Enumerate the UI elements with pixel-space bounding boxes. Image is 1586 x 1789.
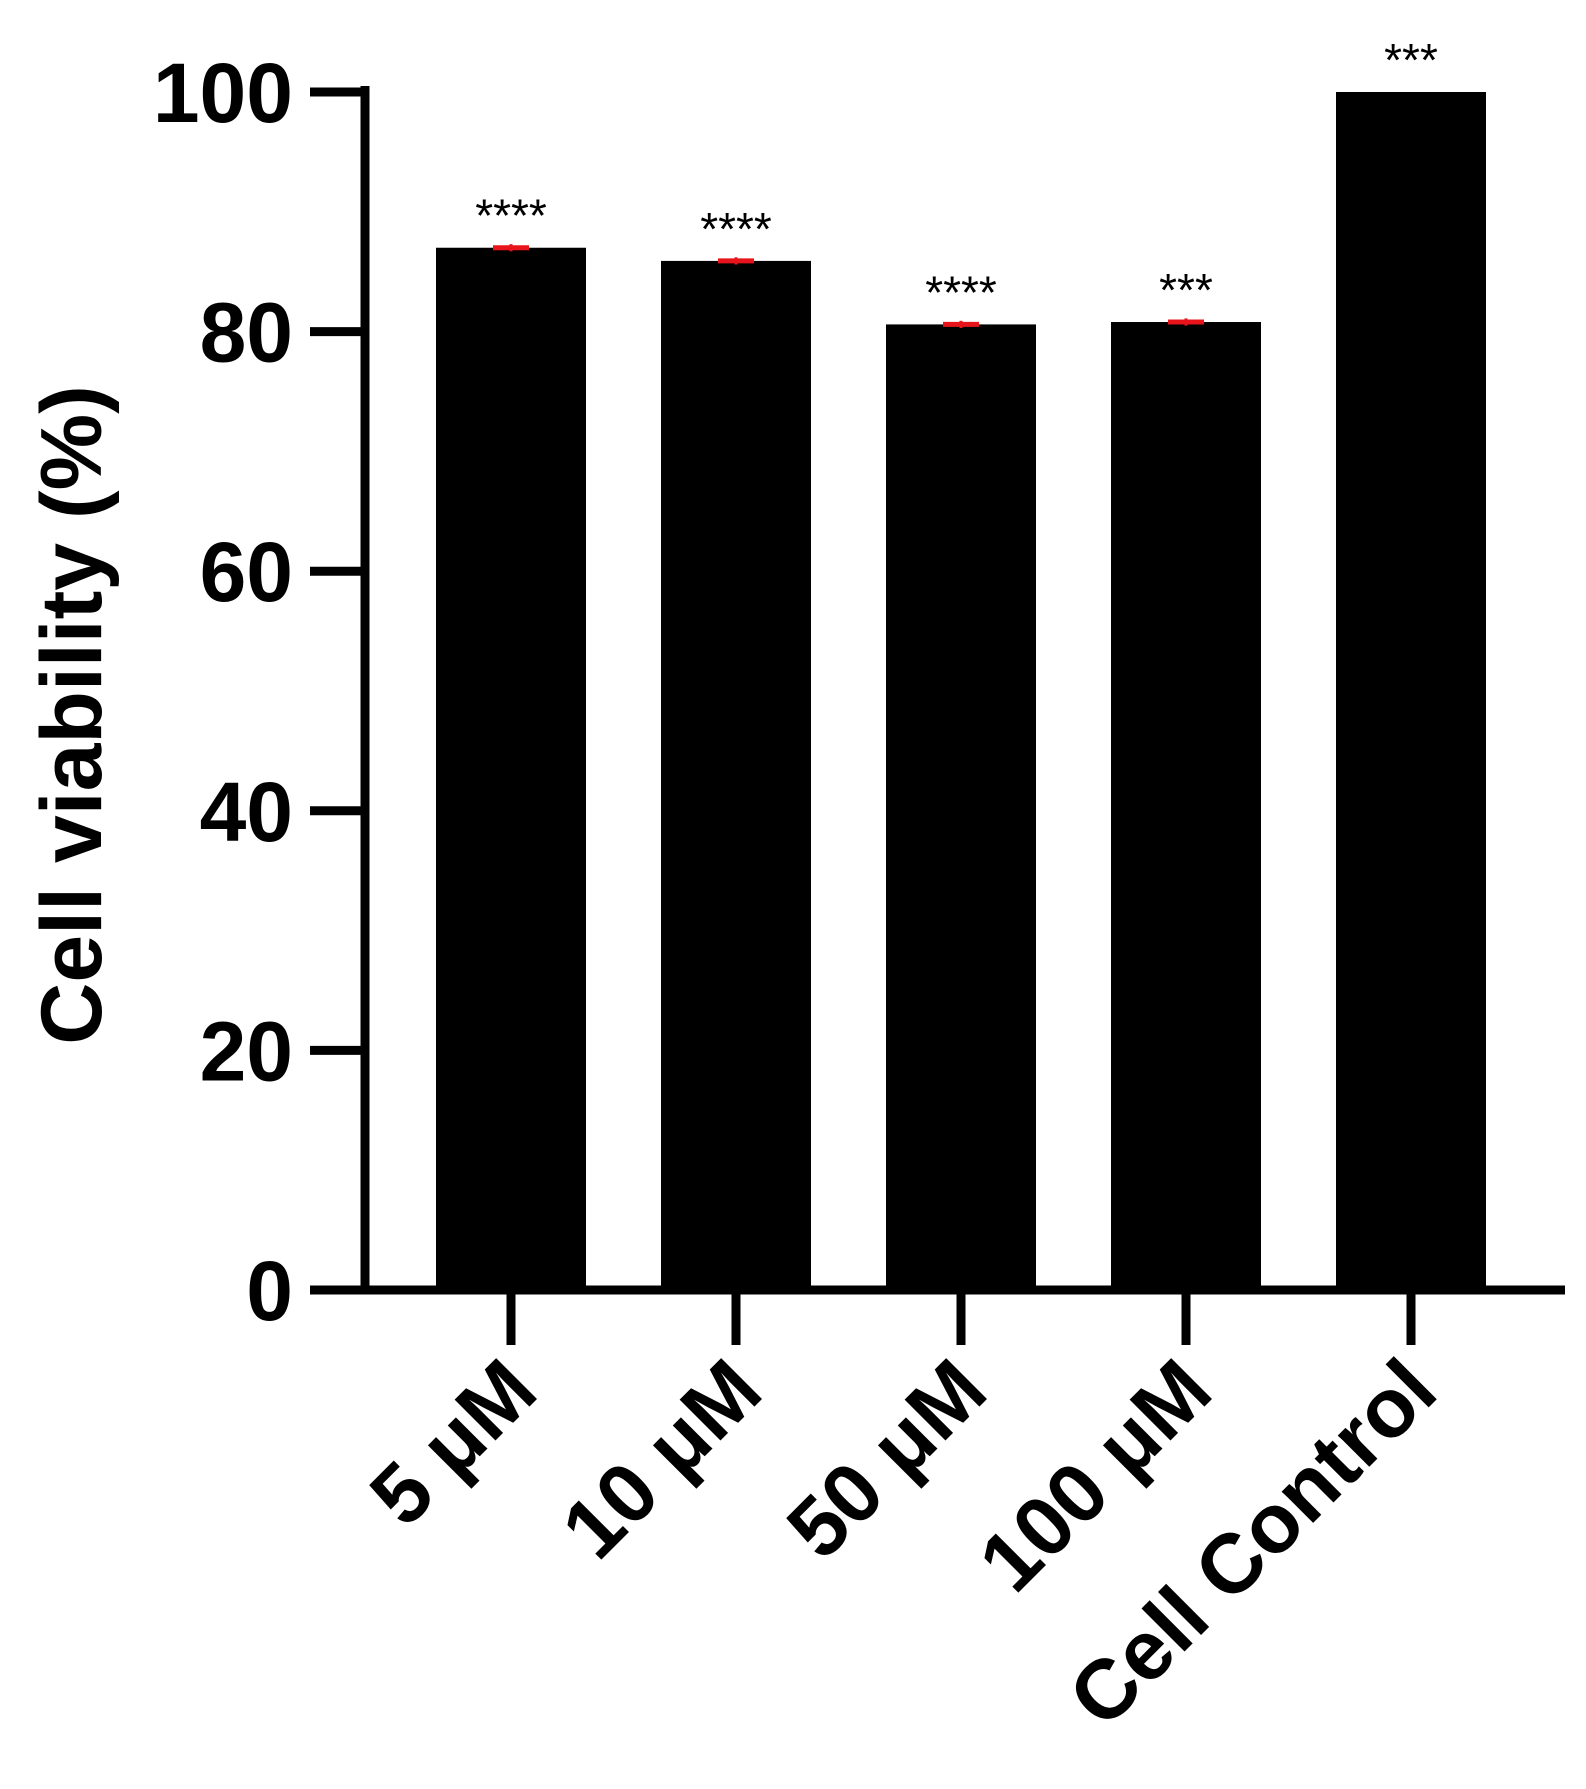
bar <box>1111 322 1261 1290</box>
significance-label: **** <box>700 203 772 255</box>
bar <box>661 260 811 1291</box>
y-axis: 0 20 40 60 80 100 <box>153 46 370 1338</box>
significance-label: **** <box>475 190 547 242</box>
y-axis-title: Cell viability (%) <box>24 385 120 1045</box>
bars: **** ******** ****** <box>436 34 1486 1291</box>
y-tick-label: 20 <box>200 1004 293 1098</box>
x-tick-label: 5 μM <box>352 1341 554 1543</box>
significance-label: **** <box>925 266 997 318</box>
bar <box>1336 92 1486 1290</box>
bar <box>436 247 586 1291</box>
y-tick-label: 100 <box>153 46 293 140</box>
y-tick-label: 60 <box>200 525 293 619</box>
y-tick-label: 40 <box>200 765 293 859</box>
x-tick-label: 10 μM <box>544 1341 779 1576</box>
significance-label: *** <box>1159 264 1213 316</box>
bar <box>886 324 1036 1290</box>
significance-label: *** <box>1384 34 1438 86</box>
y-tick-label: 0 <box>246 1244 293 1338</box>
y-tick-label: 80 <box>200 286 293 380</box>
